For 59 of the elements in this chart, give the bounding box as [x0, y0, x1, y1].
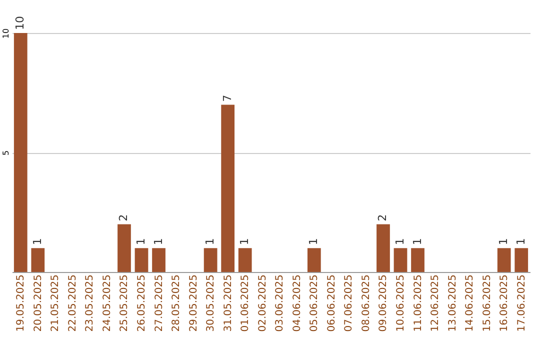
- x-tick-label: 15.06.2025: [482, 274, 493, 332]
- y-tick-label: 5: [2, 150, 10, 156]
- x-tick-label: 10.06.2025: [396, 274, 406, 332]
- data-label: 1: [497, 238, 510, 246]
- data-label: 1: [514, 238, 528, 246]
- x-tick-label: 14.06.2025: [464, 274, 476, 332]
- data-label: 2: [117, 214, 130, 222]
- data-label: 1: [238, 238, 252, 246]
- bar: [221, 104, 235, 272]
- x-tick-label: 12.06.2025: [430, 274, 442, 332]
- data-label: 1: [410, 238, 424, 246]
- x-tick-label: 08.06.2025: [360, 274, 372, 332]
- x-tick-label: 03.06.2025: [274, 274, 286, 332]
- x-tick-label: 13.06.2025: [447, 274, 458, 332]
- x-tick-label: 01.06.2025: [240, 274, 252, 332]
- x-tick-label: 23.05.2025: [84, 274, 96, 332]
- x-tick-label: 31.05.2025: [222, 274, 234, 332]
- data-label: 1: [307, 238, 320, 246]
- x-tick-label: 28.05.2025: [171, 274, 182, 332]
- bar: [204, 248, 218, 272]
- data-label: 1: [204, 238, 217, 246]
- x-tick-label: 07.06.2025: [344, 274, 355, 332]
- x-tick-label: 11.06.2025: [412, 274, 424, 332]
- data-label: 2: [376, 214, 390, 222]
- bar: [411, 248, 424, 272]
- x-tick-label: 02.06.2025: [257, 274, 268, 332]
- x-tick-label: 16.06.2025: [499, 274, 510, 332]
- x-tick-label: 25.05.2025: [119, 274, 130, 332]
- x-tick-label: 21.05.2025: [50, 274, 62, 332]
- data-label: 1: [394, 238, 406, 246]
- bar: [118, 224, 131, 272]
- x-tick-label: 17.06.2025: [516, 274, 528, 332]
- bar: [514, 248, 528, 272]
- x-tick-label: 20.05.2025: [32, 274, 44, 332]
- x-tick-label: 24.05.2025: [102, 274, 113, 332]
- data-label: 1: [30, 238, 44, 246]
- data-label: 7: [220, 94, 234, 102]
- x-tick-label: 27.05.2025: [154, 274, 165, 332]
- x-tick-label: 29.05.2025: [188, 274, 200, 332]
- x-tick-label: 22.05.2025: [67, 274, 78, 332]
- bar: [134, 248, 148, 272]
- x-tick-label: 09.06.2025: [378, 274, 390, 332]
- data-label: 1: [152, 238, 165, 246]
- x-tick-label: 26.05.2025: [136, 274, 148, 332]
- x-tick-label: 04.06.2025: [292, 274, 303, 332]
- x-tick-label: 06.06.2025: [326, 274, 338, 332]
- bar: [376, 224, 390, 272]
- bar: [307, 248, 321, 272]
- bar: [152, 248, 166, 272]
- data-label: 1: [134, 238, 148, 246]
- x-tick-label: 19.05.2025: [16, 274, 27, 332]
- bar: [238, 248, 252, 272]
- bar: [31, 248, 45, 272]
- data-label: 10: [14, 16, 27, 30]
- bar: [497, 248, 511, 272]
- bar: [394, 248, 408, 272]
- x-tick-label: 05.06.2025: [309, 274, 320, 332]
- bar: [14, 33, 28, 272]
- x-tick-label: 30.05.2025: [206, 274, 217, 332]
